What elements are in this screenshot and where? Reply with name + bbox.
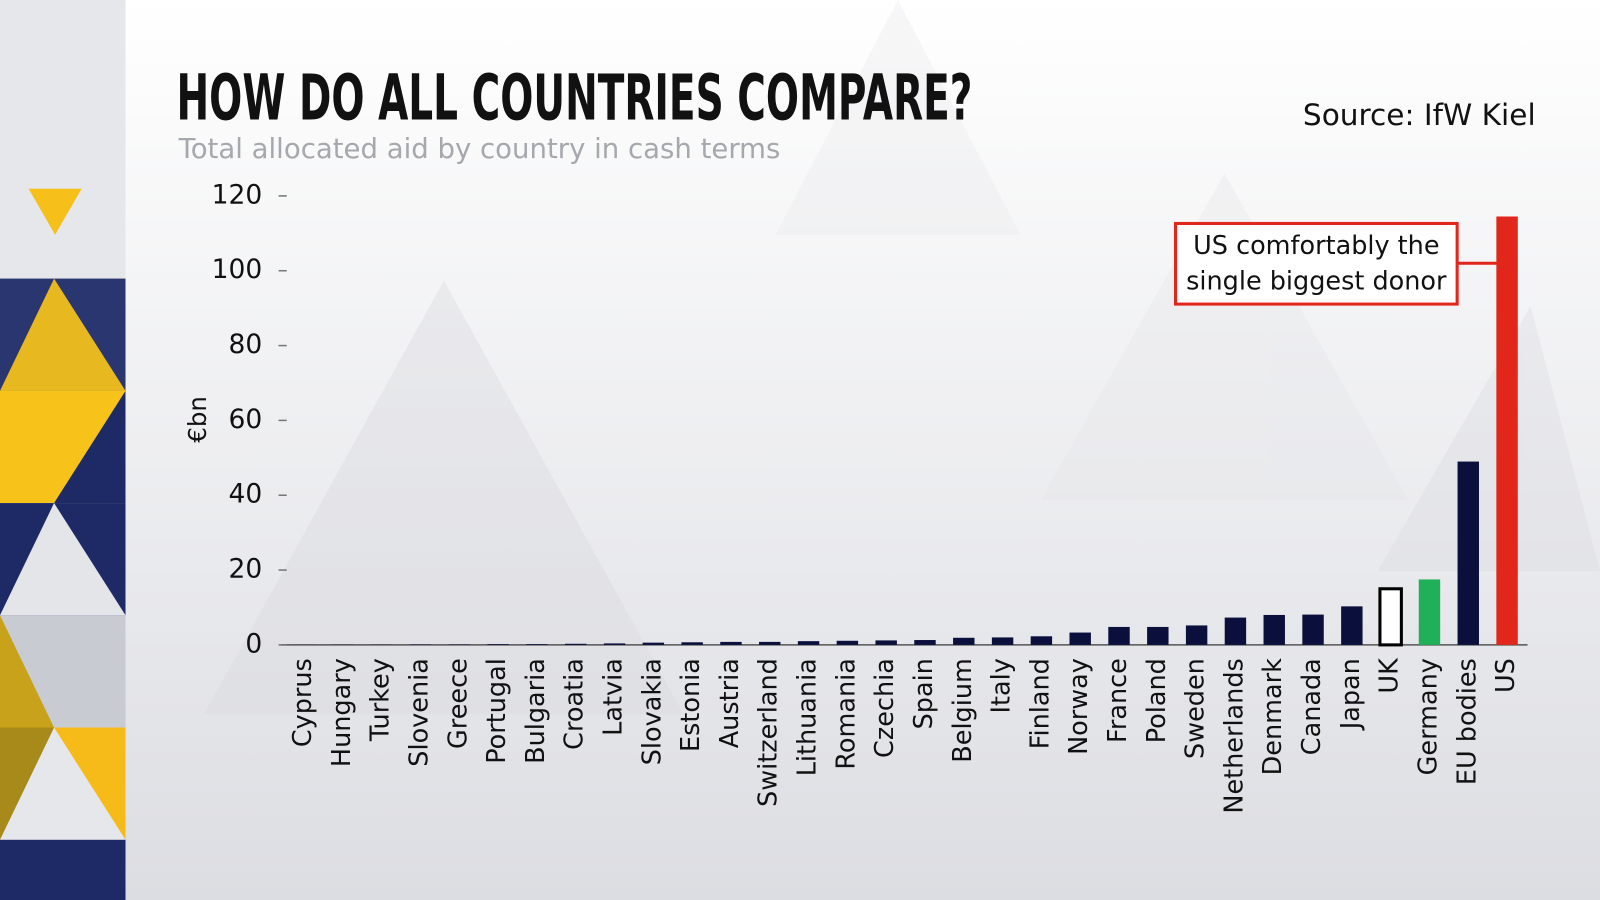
x-tick-label: Romania	[831, 658, 861, 770]
bar	[1496, 216, 1518, 645]
background-pattern	[204, 0, 1600, 715]
bar	[991, 637, 1014, 645]
bar	[1030, 636, 1053, 645]
x-tick-label: Bulgaria	[521, 658, 551, 764]
x-tick-label: Portugal	[482, 658, 512, 764]
bar	[875, 640, 897, 645]
bar	[1378, 587, 1403, 647]
x-tick-label: Germany	[1413, 658, 1443, 775]
x-tick-label: Sweden	[1181, 658, 1211, 759]
y-axis-label: €bn	[183, 396, 212, 443]
bar	[759, 641, 781, 645]
y-tick-label: 0	[245, 628, 262, 659]
x-tick-label: Hungary	[327, 658, 357, 767]
bar	[1263, 614, 1285, 645]
chart-title: HOW DO ALL COUNTRIES COMPARE?	[177, 61, 973, 135]
bar	[642, 642, 665, 645]
x-tick-label: Cyprus	[288, 658, 318, 747]
bar	[1108, 626, 1130, 645]
annotation-box	[1173, 221, 1459, 306]
x-tick-label: Japan	[1336, 658, 1366, 731]
x-tick-label: Belgium	[948, 658, 978, 763]
x-tick-label: Croatia	[560, 658, 590, 750]
bar	[526, 644, 548, 645]
x-tick-label: Denmark	[1258, 658, 1288, 775]
bar	[1418, 579, 1441, 645]
x-tick-label: EU bodies	[1452, 658, 1482, 785]
source: Source: IfW Kiel	[1303, 98, 1536, 132]
x-tick-label: Estonia	[676, 658, 706, 752]
x-tick-label: Austria	[715, 658, 745, 748]
x-tick-label: Latvia	[599, 658, 629, 736]
bar	[836, 640, 859, 645]
chart-subtitle: Total allocated aid by country in cash t…	[178, 133, 781, 165]
bar	[565, 643, 587, 645]
x-tick-label: Switzerland	[754, 658, 784, 807]
x-tick-label: Netherlands	[1219, 658, 1249, 813]
x-tick-label: Slovenia	[405, 658, 435, 767]
x-tick-label: Canada	[1297, 658, 1327, 755]
x-tick-label: Norway	[1064, 658, 1094, 755]
y-tick-label: 80	[228, 329, 262, 360]
bar	[720, 641, 742, 645]
bar	[914, 640, 936, 645]
bar	[681, 642, 703, 645]
annotation: single biggest donor	[1186, 267, 1447, 297]
x-tick-label: Turkey	[366, 658, 396, 742]
x-tick-label: Czechia	[870, 658, 900, 758]
y-tick-label: 40	[228, 479, 262, 510]
bar	[1302, 614, 1324, 645]
y-tick-label: 120	[212, 179, 263, 210]
bar	[1147, 626, 1169, 645]
bar	[953, 637, 975, 645]
x-tick-label: US	[1491, 658, 1521, 693]
bar	[487, 644, 509, 645]
x-tick-label: France	[1103, 658, 1133, 743]
x-tick-label: Poland	[1142, 658, 1172, 743]
x-tick-label: Slovakia	[637, 658, 667, 765]
bar	[1457, 461, 1479, 645]
y-tick-label: 60	[228, 404, 262, 435]
bar	[603, 643, 626, 645]
x-tick-label: Greece	[443, 658, 473, 749]
x-tick-label: Finland	[1025, 658, 1055, 749]
bar	[1224, 617, 1247, 645]
bar	[1185, 625, 1208, 645]
x-tick-label: Spain	[909, 658, 939, 729]
bar	[1069, 632, 1091, 645]
bar	[1341, 606, 1363, 645]
x-tick-label: UK	[1375, 657, 1405, 694]
annotation: US comfortably the	[1193, 231, 1439, 261]
left-strip	[0, 0, 126, 900]
y-tick-label: 100	[212, 254, 263, 285]
x-tick-label: Lithuania	[793, 658, 823, 776]
x-tick-label: Italy	[987, 658, 1017, 713]
bar	[797, 641, 820, 645]
y-tick-label: 20	[228, 554, 262, 585]
